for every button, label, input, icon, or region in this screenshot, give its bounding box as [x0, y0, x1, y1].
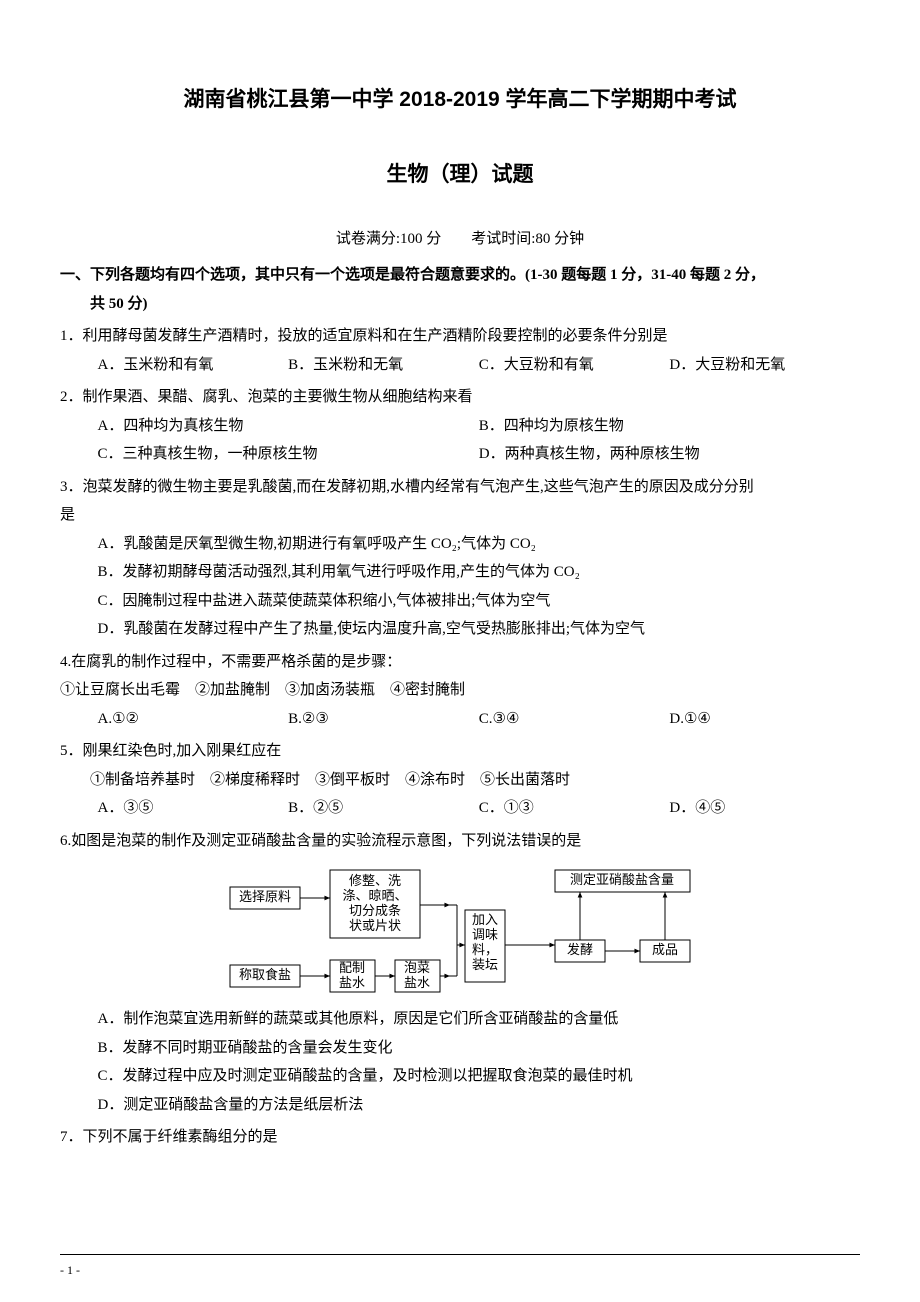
q2-opt-d: D．两种真核生物，两种原核生物	[479, 440, 860, 469]
q1-text: 1．利用酵母菌发酵生产酒精时，投放的适宜原料和在生产酒精阶段要控制的必要条件分别…	[60, 322, 860, 351]
q6-opt-b: B．发酵不同时期亚硝酸盐的含量会发生变化	[60, 1034, 860, 1063]
q2-opt-a: A．四种均为真核生物	[98, 412, 479, 441]
question-2: 2．制作果酒、果醋、腐乳、泡菜的主要微生物从细胞结构来看 A．四种均为真核生物 …	[60, 383, 860, 469]
q4-sub: ①让豆腐长出毛霉 ②加盐腌制 ③加卤汤装瓶 ④密封腌制	[60, 676, 860, 705]
q4-text: 4.在腐乳的制作过程中，不需要严格杀菌的是步骤：	[60, 648, 860, 677]
q2-text: 2．制作果酒、果醋、腐乳、泡菜的主要微生物从细胞结构来看	[60, 383, 860, 412]
q4-opt-d: D.①④	[669, 705, 860, 734]
q1-opt-d: D．大豆粉和无氧	[669, 351, 860, 380]
svg-text:加入: 加入	[472, 912, 498, 927]
q3-opt-a: A．乳酸菌是厌氧型微生物,初期进行有氧呼吸产生 CO₂;气体为 CO₂	[60, 530, 860, 559]
q5-text: 5．刚果红染色时,加入刚果红应在	[60, 737, 860, 766]
svg-text:配制: 配制	[339, 960, 365, 975]
q1-opt-b: B．玉米粉和无氧	[288, 351, 479, 380]
flowchart-svg: 选择原料修整、洗涤、晾晒、切分成条状或片状测定亚硝酸盐含量称取食盐配制盐水泡菜盐…	[195, 865, 725, 995]
title-sub: 生物（理）试题	[60, 155, 860, 195]
q4-opt-a: A.①②	[98, 705, 289, 734]
question-7: 7．下列不属于纤维素酶组分的是	[60, 1123, 860, 1152]
svg-text:料，: 料，	[472, 942, 498, 957]
section-heading-line2: 共 50 分)	[60, 290, 860, 319]
q5-sub: ①制备培养基时 ②梯度稀释时 ③倒平板时 ④涂布时 ⑤长出菌落时	[60, 766, 860, 795]
q2-opt-c: C．三种真核生物，一种原核生物	[98, 440, 479, 469]
q3-opt-b: B．发酵初期酵母菌活动强烈,其利用氧气进行呼吸作用,产生的气体为 CO₂	[60, 558, 860, 587]
svg-text:修整、洗: 修整、洗	[349, 873, 401, 888]
q3-text: 3．泡菜发酵的微生物主要是乳酸菌,而在发酵初期,水槽内经常有气泡产生,这些气泡产…	[60, 473, 860, 502]
q1-opt-a: A．玉米粉和有氧	[98, 351, 289, 380]
svg-text:状或片状: 状或片状	[349, 918, 401, 933]
q2-opt-b: B．四种均为原核生物	[479, 412, 860, 441]
svg-text:调味: 调味	[472, 927, 498, 942]
svg-text:称取食盐: 称取食盐	[239, 967, 291, 982]
q3-opt-c: C．因腌制过程中盐进入蔬菜使蔬菜体积缩小,气体被排出;气体为空气	[60, 587, 860, 616]
svg-text:盐水: 盐水	[404, 975, 430, 990]
q5-opt-b: B．②⑤	[288, 794, 479, 823]
q5-opt-d: D．④⑤	[669, 794, 860, 823]
title-main: 湖南省桃江县第一中学 2018-2019 学年高二下学期期中考试	[60, 80, 860, 120]
svg-text:泡菜: 泡菜	[404, 960, 430, 975]
q4-opt-c: C.③④	[479, 705, 670, 734]
q3-text-cont: 是	[60, 501, 860, 530]
svg-text:装坛: 装坛	[472, 957, 498, 972]
svg-text:选择原料: 选择原料	[239, 889, 291, 904]
q6-opt-c: C．发酵过程中应及时测定亚硝酸盐的含量，及时检测以把握取食泡菜的最佳时机	[60, 1062, 860, 1091]
question-1: 1．利用酵母菌发酵生产酒精时，投放的适宜原料和在生产酒精阶段要控制的必要条件分别…	[60, 322, 860, 379]
q6-opt-d: D．测定亚硝酸盐含量的方法是纸层析法	[60, 1091, 860, 1120]
question-3: 3．泡菜发酵的微生物主要是乳酸菌,而在发酵初期,水槽内经常有气泡产生,这些气泡产…	[60, 473, 860, 644]
q6-opt-a: A．制作泡菜宜选用新鲜的蔬菜或其他原料，原因是它们所含亚硝酸盐的含量低	[60, 1005, 860, 1034]
svg-text:成品: 成品	[652, 942, 678, 957]
q4-opt-b: B.②③	[288, 705, 479, 734]
q3-opt-d: D．乳酸菌在发酵过程中产生了热量,使坛内温度升高,空气受热膨胀排出;气体为空气	[60, 615, 860, 644]
q6-text: 6.如图是泡菜的制作及测定亚硝酸盐含量的实验流程示意图，下列说法错误的是	[60, 827, 860, 856]
meta-info: 试卷满分:100 分 考试时间:80 分钟	[60, 225, 860, 254]
svg-text:切分成条: 切分成条	[349, 903, 401, 918]
q6-diagram: 选择原料修整、洗涤、晾晒、切分成条状或片状测定亚硝酸盐含量称取食盐配制盐水泡菜盐…	[60, 865, 860, 995]
question-5: 5．刚果红染色时,加入刚果红应在 ①制备培养基时 ②梯度稀释时 ③倒平板时 ④涂…	[60, 737, 860, 823]
q5-opt-a: A．③⑤	[98, 794, 289, 823]
question-4: 4.在腐乳的制作过程中，不需要严格杀菌的是步骤： ①让豆腐长出毛霉 ②加盐腌制 …	[60, 648, 860, 734]
svg-text:涤、晾晒、: 涤、晾晒、	[342, 888, 407, 903]
svg-text:测定亚硝酸盐含量: 测定亚硝酸盐含量	[570, 872, 674, 887]
svg-text:发酵: 发酵	[567, 942, 593, 957]
page-number: - 1 -	[60, 1263, 80, 1277]
q5-opt-c: C．①③	[479, 794, 670, 823]
svg-text:盐水: 盐水	[339, 975, 365, 990]
q1-opt-c: C．大豆粉和有氧	[479, 351, 670, 380]
question-6: 6.如图是泡菜的制作及测定亚硝酸盐含量的实验流程示意图，下列说法错误的是 选择原…	[60, 827, 860, 1120]
section-heading-line1: 一、下列各题均有四个选项，其中只有一个选项是最符合题意要求的。(1-30 题每题…	[60, 261, 860, 290]
q7-text: 7．下列不属于纤维素酶组分的是	[60, 1123, 860, 1152]
page-footer: - 1 -	[60, 1254, 860, 1282]
